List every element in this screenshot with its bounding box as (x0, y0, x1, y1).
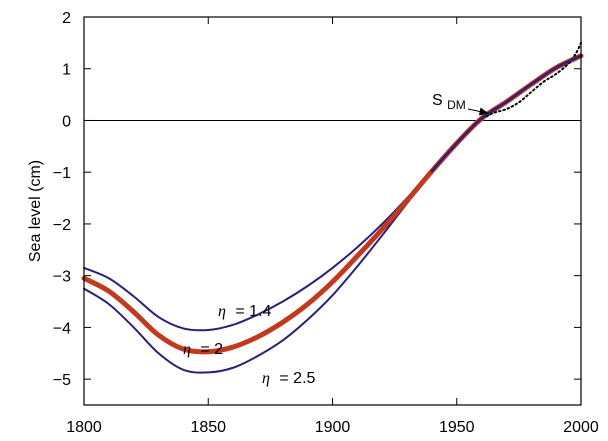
y-tick-label: −3 (53, 269, 71, 286)
label-eta-2: η = 2 (183, 341, 223, 358)
x-tick-label: 2000 (563, 419, 599, 436)
y-axis-title: Sea level (cm) (27, 160, 44, 262)
y-tick-label: 2 (62, 10, 71, 27)
y-tick-label: −1 (53, 165, 71, 182)
label-eta-1-4: η = 1.4 (218, 303, 272, 320)
label-eta-2-5: η = 2.5 (262, 370, 316, 387)
sdm-arrow-head (478, 107, 489, 116)
sdm-subscript: DM (447, 98, 466, 112)
x-tick-label: 1800 (66, 419, 102, 436)
series-eta-1-4-line (83, 54, 582, 332)
y-tick-label: −5 (53, 372, 71, 389)
y-tick-label: 0 (62, 113, 71, 130)
eta-symbol: η (218, 303, 226, 320)
y-tick-label: 1 (62, 62, 71, 79)
eta-value: = 1.4 (235, 303, 271, 320)
eta-symbol: η (262, 370, 270, 387)
plot-frame (83, 16, 582, 406)
annotations: η = 1.4 η = 2 η = 2.5 S DM (183, 92, 489, 387)
series-eta-2-line (81, 53, 584, 355)
y-tick-label: −2 (53, 217, 71, 234)
series-convergence-overlay (430, 54, 583, 173)
x-tick-label: 1900 (315, 419, 351, 436)
axes: 1800 1850 1900 1950 2000 2 1 0 −1 −2 −3 −4 −5 Sea lev… (27, 10, 599, 436)
x-tick-label: 1950 (439, 419, 475, 436)
label-sdm: S DM (432, 92, 466, 112)
eta-value: = 2.5 (279, 370, 315, 387)
eta-value: = 2 (200, 341, 223, 358)
sdm-main: S (432, 92, 443, 109)
x-tick-label: 1850 (190, 419, 226, 436)
plot-area (81, 41, 584, 374)
eta-symbol: η (183, 341, 191, 358)
y-tick-label: −4 (53, 320, 71, 337)
